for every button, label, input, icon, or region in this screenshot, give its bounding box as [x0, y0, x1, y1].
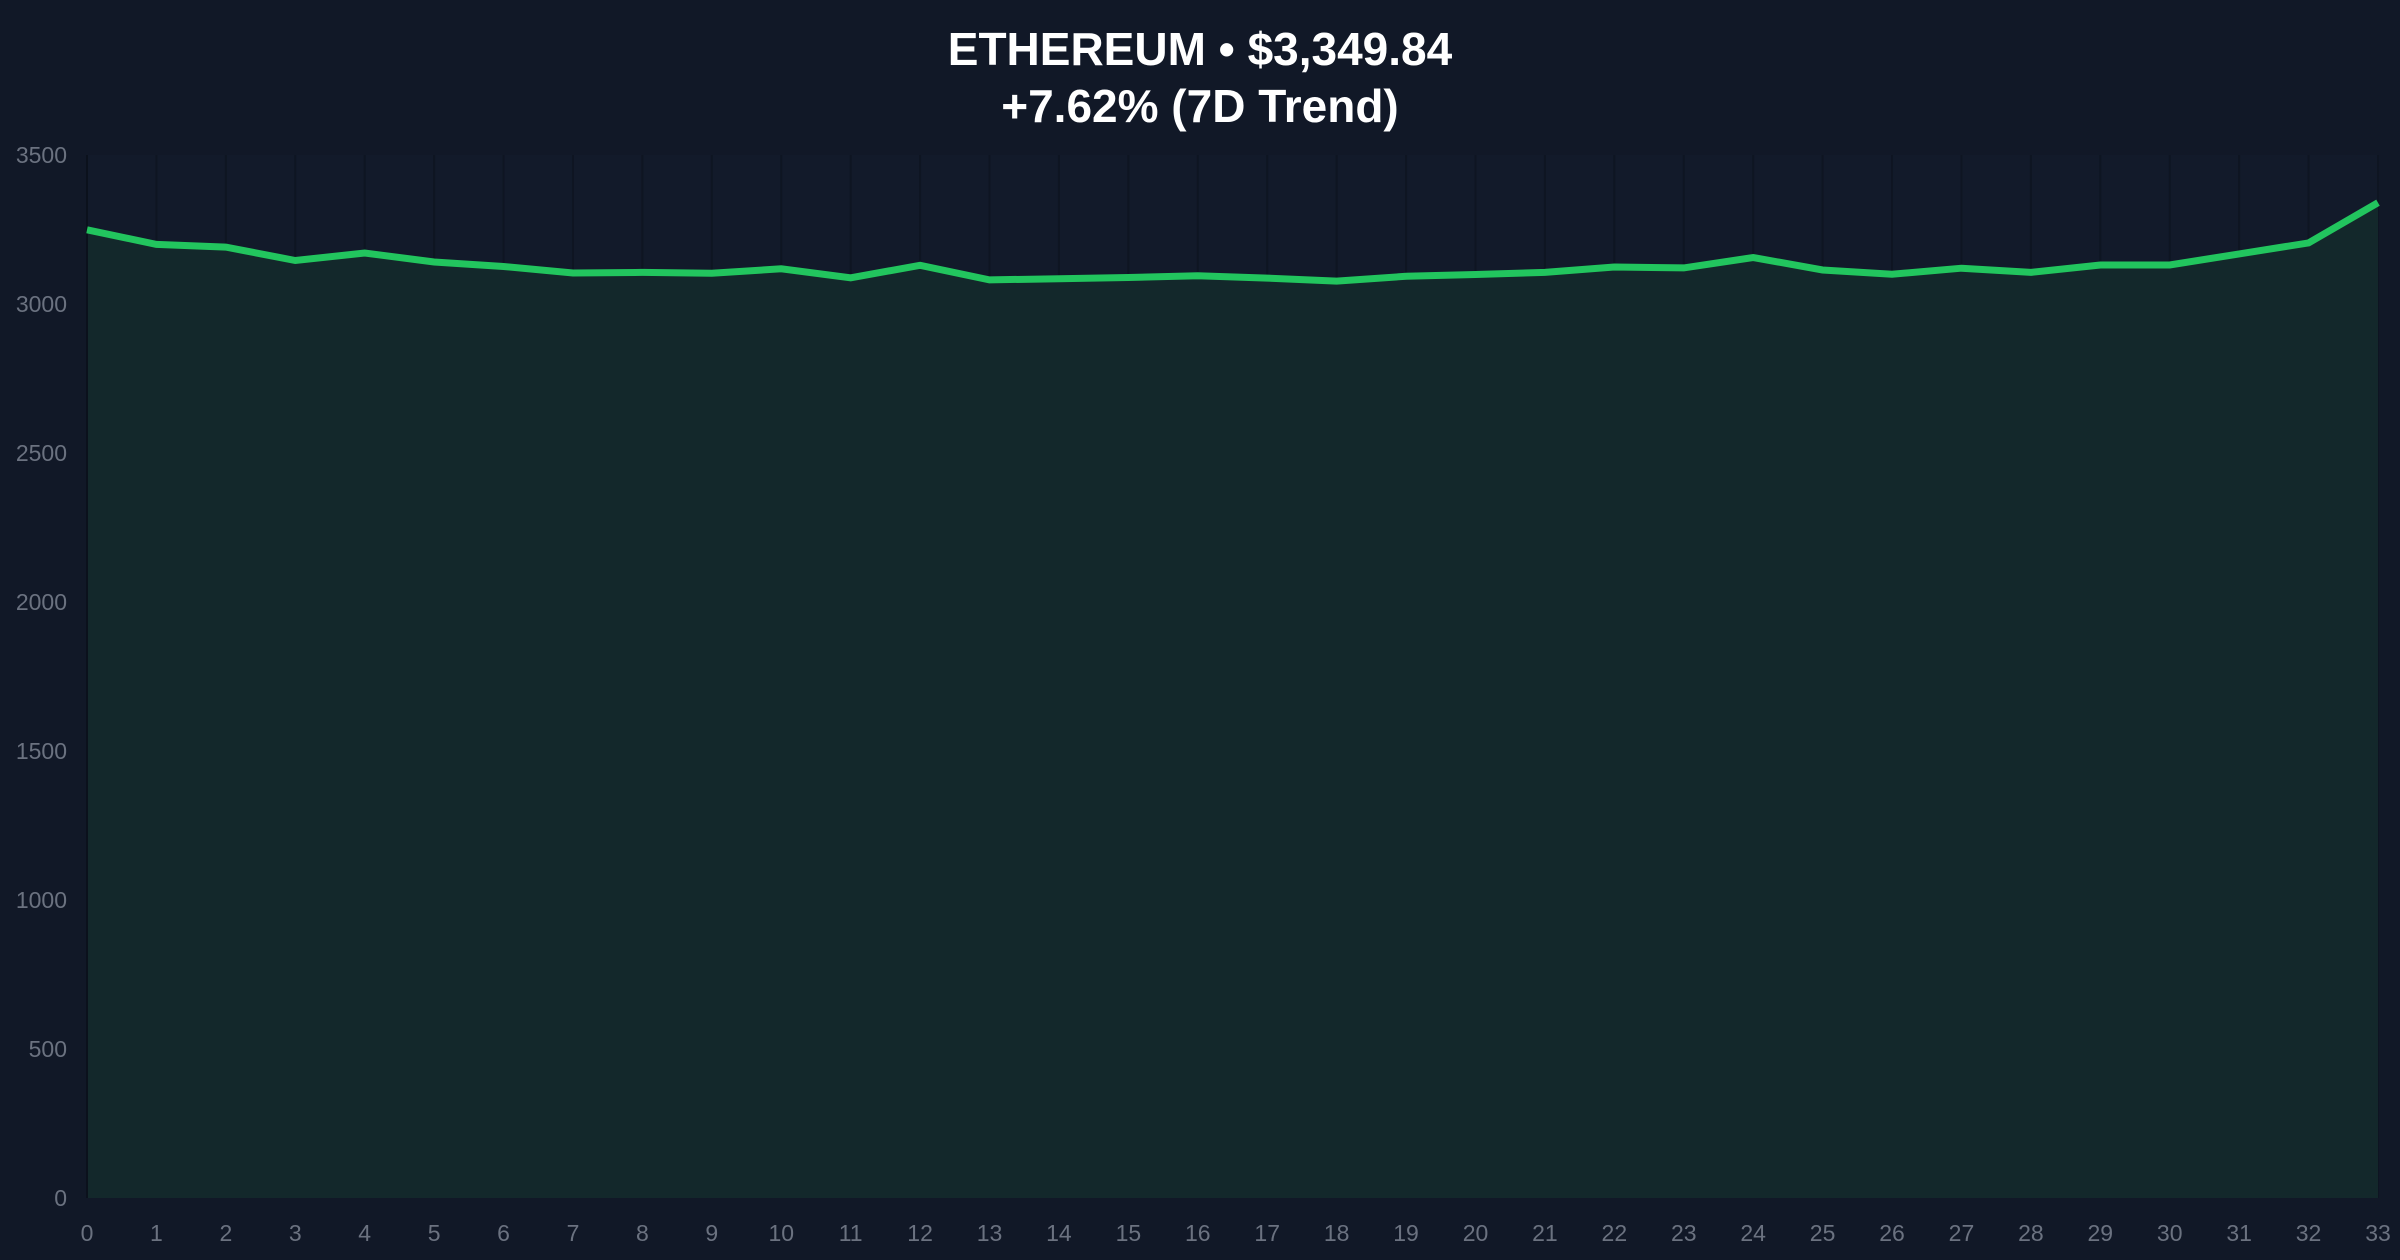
- y-tick-label: 1500: [16, 738, 67, 764]
- x-tick-label: 4: [358, 1220, 371, 1246]
- x-tick-label: 23: [1671, 1220, 1697, 1246]
- x-tick-label: 24: [1740, 1220, 1766, 1246]
- x-tick-label: 12: [907, 1220, 933, 1246]
- y-tick-label: 1000: [16, 887, 67, 913]
- x-tick-label: 14: [1046, 1220, 1072, 1246]
- x-tick-label: 13: [977, 1220, 1003, 1246]
- x-tick-label: 10: [768, 1220, 794, 1246]
- x-tick-label: 27: [1949, 1220, 1975, 1246]
- x-tick-label: 6: [497, 1220, 510, 1246]
- y-tick-label: 3500: [16, 142, 67, 168]
- x-tick-label: 25: [1810, 1220, 1836, 1246]
- x-tick-label: 7: [567, 1220, 580, 1246]
- x-tick-label: 22: [1602, 1220, 1628, 1246]
- x-tick-label: 11: [839, 1220, 863, 1246]
- x-tick-label: 1: [150, 1220, 163, 1246]
- x-tick-label: 9: [705, 1220, 718, 1246]
- y-tick-label: 0: [54, 1185, 67, 1211]
- x-tick-label: 0: [81, 1220, 94, 1246]
- x-tick-label: 19: [1393, 1220, 1419, 1246]
- price-line: [86, 199, 2380, 285]
- x-tick-label: 20: [1463, 1220, 1489, 1246]
- y-tick-label: 500: [29, 1036, 67, 1062]
- x-tick-label: 16: [1185, 1220, 1211, 1246]
- x-tick-label: 26: [1879, 1220, 1905, 1246]
- x-tick-label: 3: [289, 1220, 302, 1246]
- y-tick-label: 3000: [16, 291, 67, 317]
- x-tick-label: 32: [2296, 1220, 2322, 1246]
- x-tick-label: 17: [1254, 1220, 1280, 1246]
- x-tick-label: 28: [2018, 1220, 2044, 1246]
- x-tick-label: 33: [2365, 1220, 2391, 1246]
- x-tick-label: 30: [2157, 1220, 2183, 1246]
- x-tick-label: 2: [219, 1220, 232, 1246]
- x-tick-label: 18: [1324, 1220, 1350, 1246]
- x-tick-label: 29: [2088, 1220, 2114, 1246]
- area-fill: [87, 202, 2378, 1198]
- x-tick-label: 21: [1532, 1220, 1558, 1246]
- x-tick-label: 31: [2226, 1220, 2252, 1246]
- x-tick-label: 15: [1116, 1220, 1142, 1246]
- x-tick-label: 8: [636, 1220, 649, 1246]
- y-tick-label: 2000: [16, 589, 67, 615]
- chart-subtitle: +7.62% (7D Trend): [1001, 80, 1399, 132]
- y-tick-label: 2500: [16, 440, 67, 466]
- x-tick-label: 5: [428, 1220, 441, 1246]
- chart-title: ETHEREUM • $3,349.84: [947, 23, 1453, 75]
